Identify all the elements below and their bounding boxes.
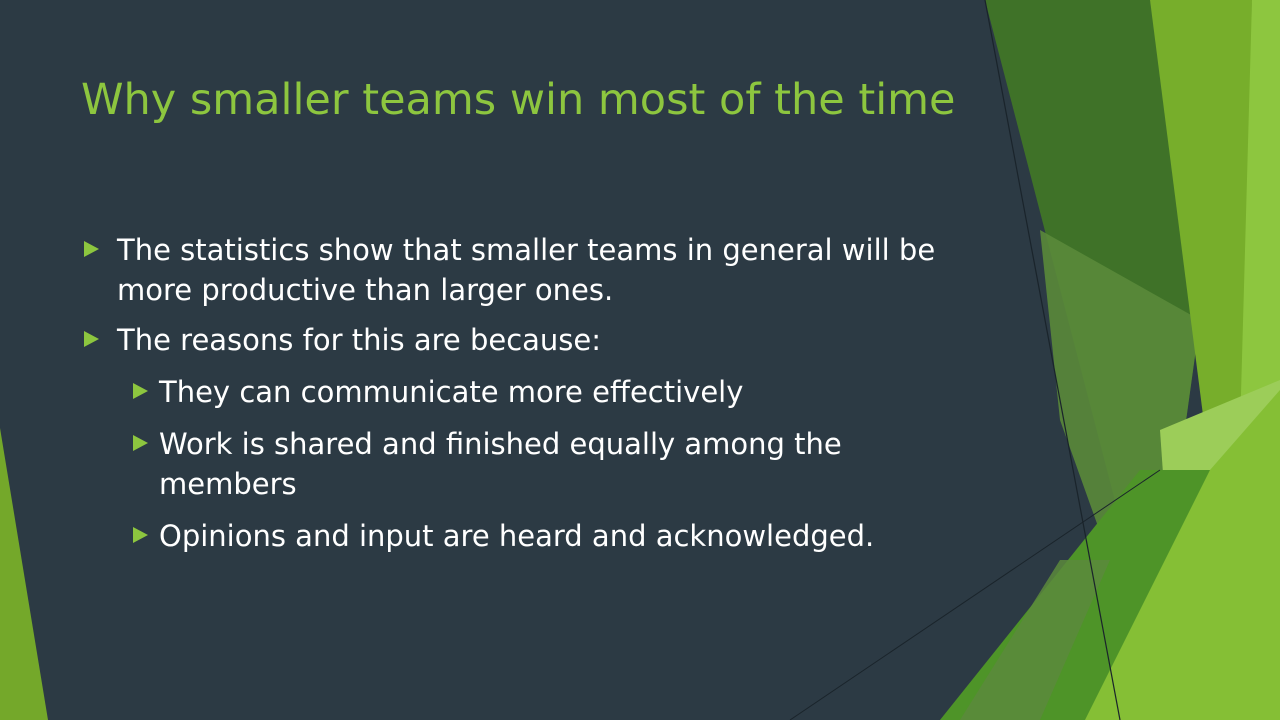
sub-bullet-item: Work is shared and finished equally amon… [132,424,962,504]
sub-bullet-item: Opinions and input are heard and acknowl… [132,516,962,556]
sub-bullet-item: They can communicate more effectively [132,372,962,412]
sub-bullet-text: Opinions and input are heard and acknowl… [159,519,875,553]
bullet-text: The reasons for this are because: [117,323,602,357]
sub-bullet-text: They can communicate more effectively [159,375,744,409]
triangle-right-icon [133,527,148,543]
thin-line-2 [789,469,1161,720]
bullet-list: The statistics show that smaller teams i… [82,230,962,556]
bullet-item: The statistics show that smaller teams i… [82,230,962,310]
bottom-facet-bright [1085,390,1280,720]
bottom-facet-shadow [960,560,1110,720]
sub-bullet-text: Work is shared and finished equally amon… [159,427,842,501]
triangle-right-icon [84,331,99,347]
triangle-right-icon [84,241,99,257]
triangle-right-icon [133,383,148,399]
left-edge-facet [0,428,48,720]
thin-line-1 [984,0,1121,720]
triangle-right-icon [133,435,148,451]
right-facet-bright-top [1150,0,1252,470]
slide-title: Why smaller teams win most of the time [81,75,956,125]
bullet-text: The statistics show that smaller teams i… [117,233,936,307]
right-facet-lime-edge [1240,0,1280,430]
bullet-item: The reasons for this are because: [82,320,962,360]
